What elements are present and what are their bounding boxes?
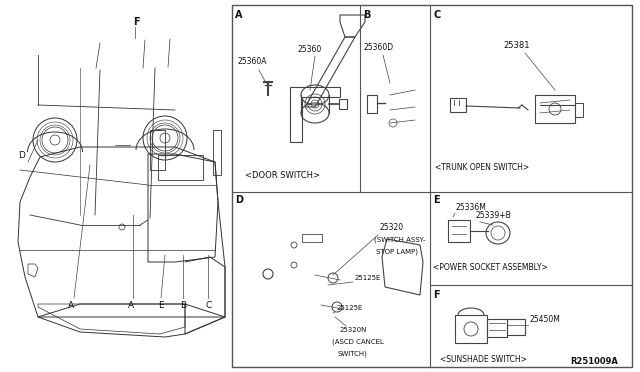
Bar bbox=[487, 319, 507, 337]
Bar bbox=[232, 5, 632, 367]
Bar bbox=[575, 103, 583, 117]
Text: 25360D: 25360D bbox=[363, 44, 393, 52]
Text: <TRUNK OPEN SWITCH>: <TRUNK OPEN SWITCH> bbox=[435, 164, 529, 173]
Text: C: C bbox=[205, 301, 211, 310]
Text: E: E bbox=[158, 301, 164, 310]
Bar bbox=[507, 319, 525, 335]
Text: 25320N: 25320N bbox=[340, 327, 367, 333]
Text: B: B bbox=[180, 301, 186, 310]
Text: A: A bbox=[68, 301, 74, 310]
Text: F: F bbox=[433, 290, 440, 300]
Bar bbox=[450, 98, 466, 112]
Bar bbox=[448, 220, 470, 242]
Text: C: C bbox=[433, 10, 440, 20]
Text: <DOOR SWITCH>: <DOOR SWITCH> bbox=[245, 171, 320, 180]
Text: STOP LAMP): STOP LAMP) bbox=[376, 249, 418, 255]
Bar bbox=[213, 130, 221, 175]
Text: 25125E: 25125E bbox=[355, 275, 381, 281]
Bar bbox=[367, 95, 377, 113]
Text: E: E bbox=[433, 195, 440, 205]
Text: 25381: 25381 bbox=[503, 41, 529, 49]
Text: 25360: 25360 bbox=[298, 45, 323, 55]
Text: D: D bbox=[18, 151, 25, 160]
Text: (ASCD CANCEL: (ASCD CANCEL bbox=[332, 339, 384, 345]
Bar bbox=[158, 155, 203, 180]
Text: 25450M: 25450M bbox=[530, 315, 561, 324]
Bar bbox=[535, 95, 575, 123]
Text: 25320: 25320 bbox=[380, 224, 404, 232]
Text: B: B bbox=[363, 10, 371, 20]
Text: 25125E: 25125E bbox=[337, 305, 364, 311]
Text: 25360A: 25360A bbox=[237, 58, 266, 67]
Text: F: F bbox=[133, 17, 140, 27]
Bar bbox=[150, 130, 165, 170]
Text: A: A bbox=[128, 301, 134, 310]
Text: 25339+B: 25339+B bbox=[475, 212, 511, 221]
Text: 25336M: 25336M bbox=[455, 202, 486, 212]
Text: <POWER SOCKET ASSEMBLY>: <POWER SOCKET ASSEMBLY> bbox=[433, 263, 548, 273]
Text: D: D bbox=[235, 195, 243, 205]
Bar bbox=[455, 315, 487, 343]
Bar bbox=[339, 99, 347, 109]
Text: (SWITCH ASSY-: (SWITCH ASSY- bbox=[374, 237, 426, 243]
Text: R251009A: R251009A bbox=[570, 357, 618, 366]
Text: <SUNSHADE SWITCH>: <SUNSHADE SWITCH> bbox=[440, 356, 527, 365]
Text: A: A bbox=[235, 10, 243, 20]
Text: SWITCH): SWITCH) bbox=[338, 351, 368, 357]
Bar bbox=[302, 234, 322, 242]
